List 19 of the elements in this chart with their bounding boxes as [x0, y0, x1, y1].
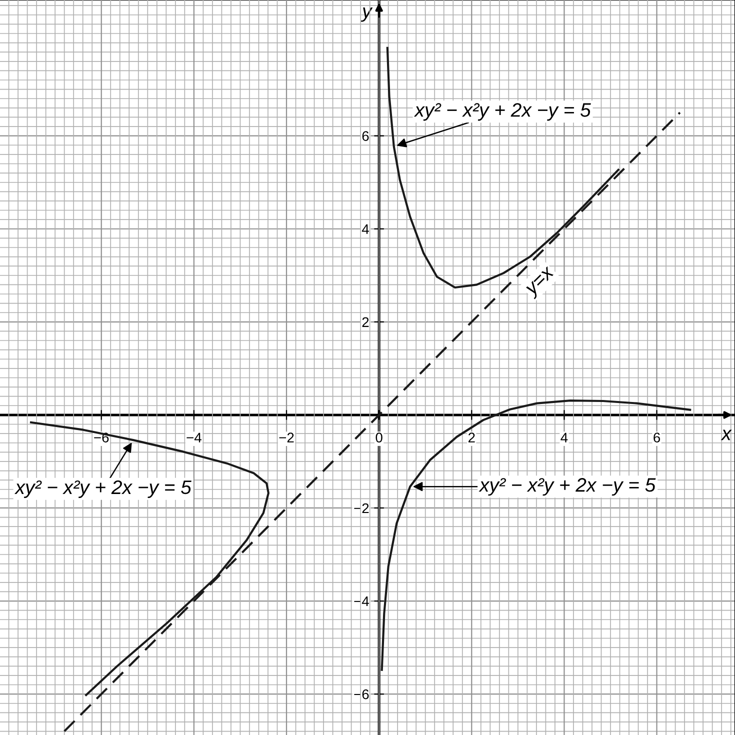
y-tick-label: −2: [354, 503, 369, 514]
x-tick-label: 4: [560, 432, 568, 442]
y-tick-label: −4: [354, 596, 369, 606]
x-tick-label: −2: [279, 432, 294, 442]
line-series: [380, 399, 692, 671]
text: y=x: [524, 266, 558, 300]
series-label: xy² − x²y + 2x −y = 5: [14, 480, 192, 498]
y-axis-title: y: [360, 7, 373, 22]
y-tick-label: 4: [362, 224, 369, 234]
y-tick-label: 6: [362, 131, 369, 142]
x-tick-label: −4: [186, 432, 202, 442]
x-tick-label: 2: [468, 432, 475, 442]
y-tick-label: 2: [362, 317, 369, 327]
x-tick-label: 0: [376, 432, 382, 443]
x-tick-label: 6: [654, 432, 660, 443]
y-tick-label: −6: [354, 689, 369, 700]
series-label: xy² − x²y + 2x −y = 5: [414, 103, 591, 121]
text: xy² − x²y + 2x −y = 5: [478, 478, 656, 496]
x-axis-title: x: [720, 430, 732, 440]
